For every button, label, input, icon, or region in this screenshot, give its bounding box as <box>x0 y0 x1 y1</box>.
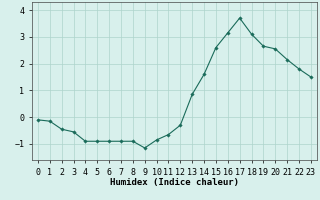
X-axis label: Humidex (Indice chaleur): Humidex (Indice chaleur) <box>110 178 239 187</box>
